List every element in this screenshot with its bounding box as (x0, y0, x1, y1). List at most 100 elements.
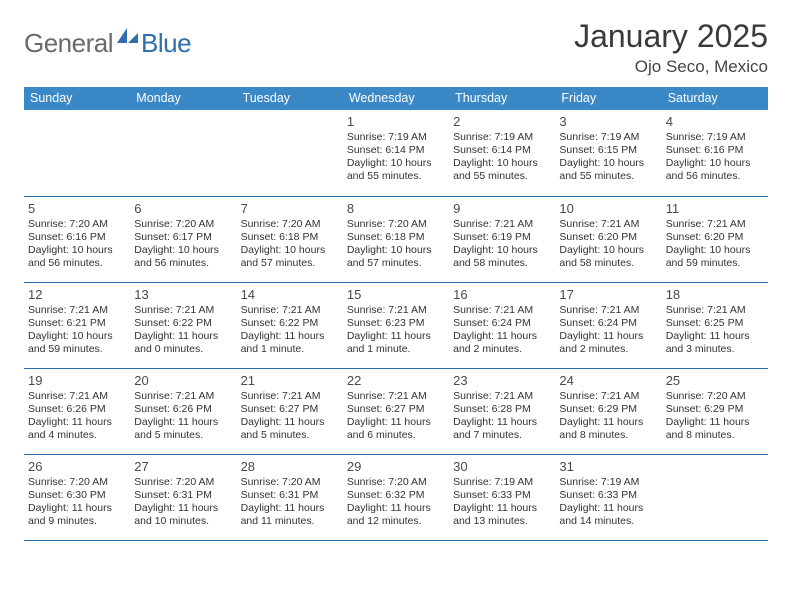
sunset-line: Sunset: 6:18 PM (347, 231, 445, 244)
sunrise-line: Sunrise: 7:21 AM (453, 390, 551, 403)
daylight-line: Daylight: 10 hours and 56 minutes. (134, 244, 232, 270)
calendar-cell-empty (24, 110, 130, 196)
brand-logo: General Blue (24, 26, 191, 61)
day-number: 19 (28, 373, 126, 388)
daylight-line: Daylight: 10 hours and 59 minutes. (28, 330, 126, 356)
sunrise-line: Sunrise: 7:21 AM (28, 304, 126, 317)
sunset-line: Sunset: 6:30 PM (28, 489, 126, 502)
sunset-line: Sunset: 6:33 PM (453, 489, 551, 502)
sunset-line: Sunset: 6:27 PM (347, 403, 445, 416)
sunset-line: Sunset: 6:17 PM (134, 231, 232, 244)
calendar-row: 26 Sunrise: 7:20 AM Sunset: 6:30 PM Dayligh… (24, 454, 768, 540)
day-number: 4 (666, 114, 764, 129)
day-info: Sunrise: 7:20 AMSunset: 6:31 PMDaylight:… (134, 476, 232, 529)
sunrise-line: Sunrise: 7:20 AM (134, 218, 232, 231)
sunrise-line: Sunrise: 7:20 AM (347, 218, 445, 231)
calendar-header-row: Sunday Monday Tuesday Wednesday Thursday… (24, 87, 768, 110)
sunrise-line: Sunrise: 7:19 AM (559, 131, 657, 144)
calendar-cell: 11Sunrise: 7:21 AMSunset: 6:20 PMDayligh… (662, 196, 768, 282)
calendar-cell: 21Sunrise: 7:21 AMSunset: 6:27 PMDayligh… (237, 368, 343, 454)
sunset-line: Sunset: 6:23 PM (347, 317, 445, 330)
sunset-line: Sunset: 6:20 PM (666, 231, 764, 244)
sunrise-line: Sunrise: 7:21 AM (241, 304, 339, 317)
day-info: Sunrise: 7:20 AMSunset: 6:16 PMDaylight:… (28, 218, 126, 271)
weekday-header: Friday (555, 87, 661, 110)
day-info: Sunrise: 7:20 AMSunset: 6:31 PMDaylight:… (241, 476, 339, 529)
day-number: 9 (453, 201, 551, 216)
sunset-line: Sunset: 6:24 PM (559, 317, 657, 330)
daylight-line: Daylight: 11 hours and 1 minute. (241, 330, 339, 356)
day-info: Sunrise: 7:21 AMSunset: 6:29 PMDaylight:… (559, 390, 657, 443)
day-info: Sunrise: 7:21 AMSunset: 6:27 PMDaylight:… (347, 390, 445, 443)
sunrise-line: Sunrise: 7:20 AM (347, 476, 445, 489)
weekday-header: Sunday (24, 87, 130, 110)
calendar-cell: 2Sunrise: 7:19 AMSunset: 6:14 PMDaylight… (449, 110, 555, 196)
day-info: Sunrise: 7:20 AMSunset: 6:29 PMDaylight:… (666, 390, 764, 443)
daylight-line: Daylight: 11 hours and 8 minutes. (666, 416, 764, 442)
brand-word-2: Blue (141, 28, 191, 59)
daylight-line: Daylight: 11 hours and 7 minutes. (453, 416, 551, 442)
day-info: Sunrise: 7:21 AMSunset: 6:20 PMDaylight:… (666, 218, 764, 271)
daylight-line: Daylight: 10 hours and 57 minutes. (347, 244, 445, 270)
day-number: 31 (559, 459, 657, 474)
sunset-line: Sunset: 6:27 PM (241, 403, 339, 416)
day-number: 28 (241, 459, 339, 474)
sunset-line: Sunset: 6:33 PM (559, 489, 657, 502)
day-number: 13 (134, 287, 232, 302)
calendar-cell: 18Sunrise: 7:21 AMSunset: 6:25 PMDayligh… (662, 282, 768, 368)
calendar-row: 5 Sunrise: 7:20 AMSunset: 6:16 PMDaylight… (24, 196, 768, 282)
daylight-line: Daylight: 11 hours and 0 minutes. (134, 330, 232, 356)
sunrise-line: Sunrise: 7:19 AM (666, 131, 764, 144)
day-info: Sunrise: 7:21 AMSunset: 6:22 PMDaylight:… (241, 304, 339, 357)
sunset-line: Sunset: 6:29 PM (559, 403, 657, 416)
weekday-header: Monday (130, 87, 236, 110)
weekday-header: Wednesday (343, 87, 449, 110)
sunset-line: Sunset: 6:16 PM (666, 144, 764, 157)
sunrise-line: Sunrise: 7:21 AM (666, 304, 764, 317)
sunset-line: Sunset: 6:14 PM (347, 144, 445, 157)
day-info: Sunrise: 7:21 AMSunset: 6:24 PMDaylight:… (453, 304, 551, 357)
sunrise-line: Sunrise: 7:19 AM (559, 476, 657, 489)
sunset-line: Sunset: 6:29 PM (666, 403, 764, 416)
calendar-cell: 13Sunrise: 7:21 AMSunset: 6:22 PMDayligh… (130, 282, 236, 368)
sunrise-line: Sunrise: 7:21 AM (559, 218, 657, 231)
day-info: Sunrise: 7:19 AMSunset: 6:14 PMDaylight:… (347, 131, 445, 184)
sunrise-line: Sunrise: 7:21 AM (453, 304, 551, 317)
day-number: 16 (453, 287, 551, 302)
weekday-header: Thursday (449, 87, 555, 110)
day-info: Sunrise: 7:21 AMSunset: 6:27 PMDaylight:… (241, 390, 339, 443)
calendar-cell: 6Sunrise: 7:20 AMSunset: 6:17 PMDaylight… (130, 196, 236, 282)
sunset-line: Sunset: 6:31 PM (241, 489, 339, 502)
sunset-line: Sunset: 6:22 PM (134, 317, 232, 330)
day-info: Sunrise: 7:19 AMSunset: 6:33 PMDaylight:… (559, 476, 657, 529)
day-number: 5 (28, 201, 126, 216)
sunrise-line: Sunrise: 7:20 AM (666, 390, 764, 403)
sunset-line: Sunset: 6:21 PM (28, 317, 126, 330)
day-number: 18 (666, 287, 764, 302)
daylight-line: Daylight: 10 hours and 59 minutes. (666, 244, 764, 270)
calendar-cell: 1 Sunrise: 7:19 AMSunset: 6:14 PMDaylight… (343, 110, 449, 196)
calendar-cell: 5 Sunrise: 7:20 AMSunset: 6:16 PMDaylight… (24, 196, 130, 282)
day-info: Sunrise: 7:21 AMSunset: 6:19 PMDaylight:… (453, 218, 551, 271)
sunrise-line: Sunrise: 7:20 AM (241, 218, 339, 231)
day-number: 10 (559, 201, 657, 216)
day-number: 26 (28, 459, 126, 474)
calendar-cell: 30Sunrise: 7:19 AMSunset: 6:33 PMDayligh… (449, 454, 555, 540)
day-number: 1 (347, 114, 445, 129)
calendar-cell: 16 Sunrise: 7:21 AMSunset: 6:24 PMDayligh… (449, 282, 555, 368)
day-info: Sunrise: 7:20 AMSunset: 6:18 PMDaylight:… (347, 218, 445, 271)
calendar-cell-empty (237, 110, 343, 196)
sunset-line: Sunset: 6:24 PM (453, 317, 551, 330)
calendar-body: 1Sunrise: 7:19 AMSunset: 6:14 PMDaylight… (24, 110, 768, 540)
day-number: 22 (347, 373, 445, 388)
daylight-line: Daylight: 11 hours and 12 minutes. (347, 502, 445, 528)
page-header: General Blue January 2025 Ojo Seco, Mexi… (24, 18, 768, 77)
calendar-cell: 7Sunrise: 7:20 AMSunset: 6:18 PMDaylight… (237, 196, 343, 282)
calendar-cell: 3Sunrise: 7:19 AMSunset: 6:15 PMDaylight… (555, 110, 661, 196)
day-number: 20 (134, 373, 232, 388)
sunrise-line: Sunrise: 7:19 AM (453, 476, 551, 489)
daylight-line: Daylight: 10 hours and 55 minutes. (347, 157, 445, 183)
day-info: Sunrise: 7:21 AMSunset: 6:26 PMDaylight:… (28, 390, 126, 443)
day-info: Sunrise: 7:19 AMSunset: 6:33 PMDaylight:… (453, 476, 551, 529)
sunrise-line: Sunrise: 7:19 AM (453, 131, 551, 144)
